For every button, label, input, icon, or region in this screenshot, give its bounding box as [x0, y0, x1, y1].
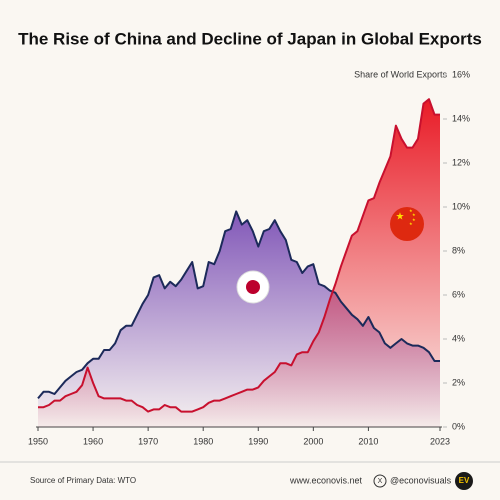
y-tick-label: 10% — [452, 201, 470, 211]
y-tick-label: 12% — [452, 157, 470, 167]
line — [38, 98, 440, 413]
y-tick-label: 6% — [452, 289, 465, 299]
logo: EV — [459, 476, 470, 485]
japan-flag — [236, 270, 270, 304]
y-tick-label: 0% — [452, 421, 465, 431]
x-tick-label: 2010 — [358, 436, 378, 446]
x-tick-label: 2000 — [303, 436, 323, 446]
y-tick-label: 8% — [452, 245, 465, 255]
area — [38, 99, 440, 427]
y-tick-label: 4% — [452, 333, 465, 343]
chart-title: The Rise of China and Decline of Japan i… — [18, 29, 482, 48]
svg-text:★: ★ — [412, 212, 416, 217]
logo-badge — [455, 472, 473, 490]
svg-text:★: ★ — [409, 221, 413, 226]
x-icon: X — [373, 474, 387, 488]
x-tick-label: 1960 — [83, 436, 103, 446]
x-tick-label: 1980 — [193, 436, 213, 446]
website: www.econovis.net — [289, 475, 363, 485]
line — [37, 210, 440, 400]
y-tick-label: 2% — [452, 377, 465, 387]
svg-text:★: ★ — [409, 208, 413, 213]
source: Source of Primary Data: WTO — [30, 476, 136, 485]
plot: 0% 2% 4% 6% 8% 10% 12% 14% 16% 1950 1960 1970 1980 19… — [28, 69, 470, 446]
x-tick-label: 1990 — [248, 436, 268, 446]
handle: @econovisuals — [390, 475, 452, 485]
x-tick-label: 1970 — [138, 436, 158, 446]
svg-text:X: X — [378, 478, 383, 485]
svg-text:★: ★ — [396, 212, 405, 223]
y-tick-label: 16% — [452, 69, 470, 79]
x-tick-label: 2023 — [430, 436, 450, 446]
y-tick-label: 14% — [452, 113, 470, 123]
china-flag: ★ ★ ★ ★ ★ — [390, 207, 424, 241]
y-axis-label: Share of World Exports — [354, 69, 447, 79]
svg-text:★: ★ — [412, 217, 416, 222]
x-tick-label: 1950 — [28, 436, 48, 446]
